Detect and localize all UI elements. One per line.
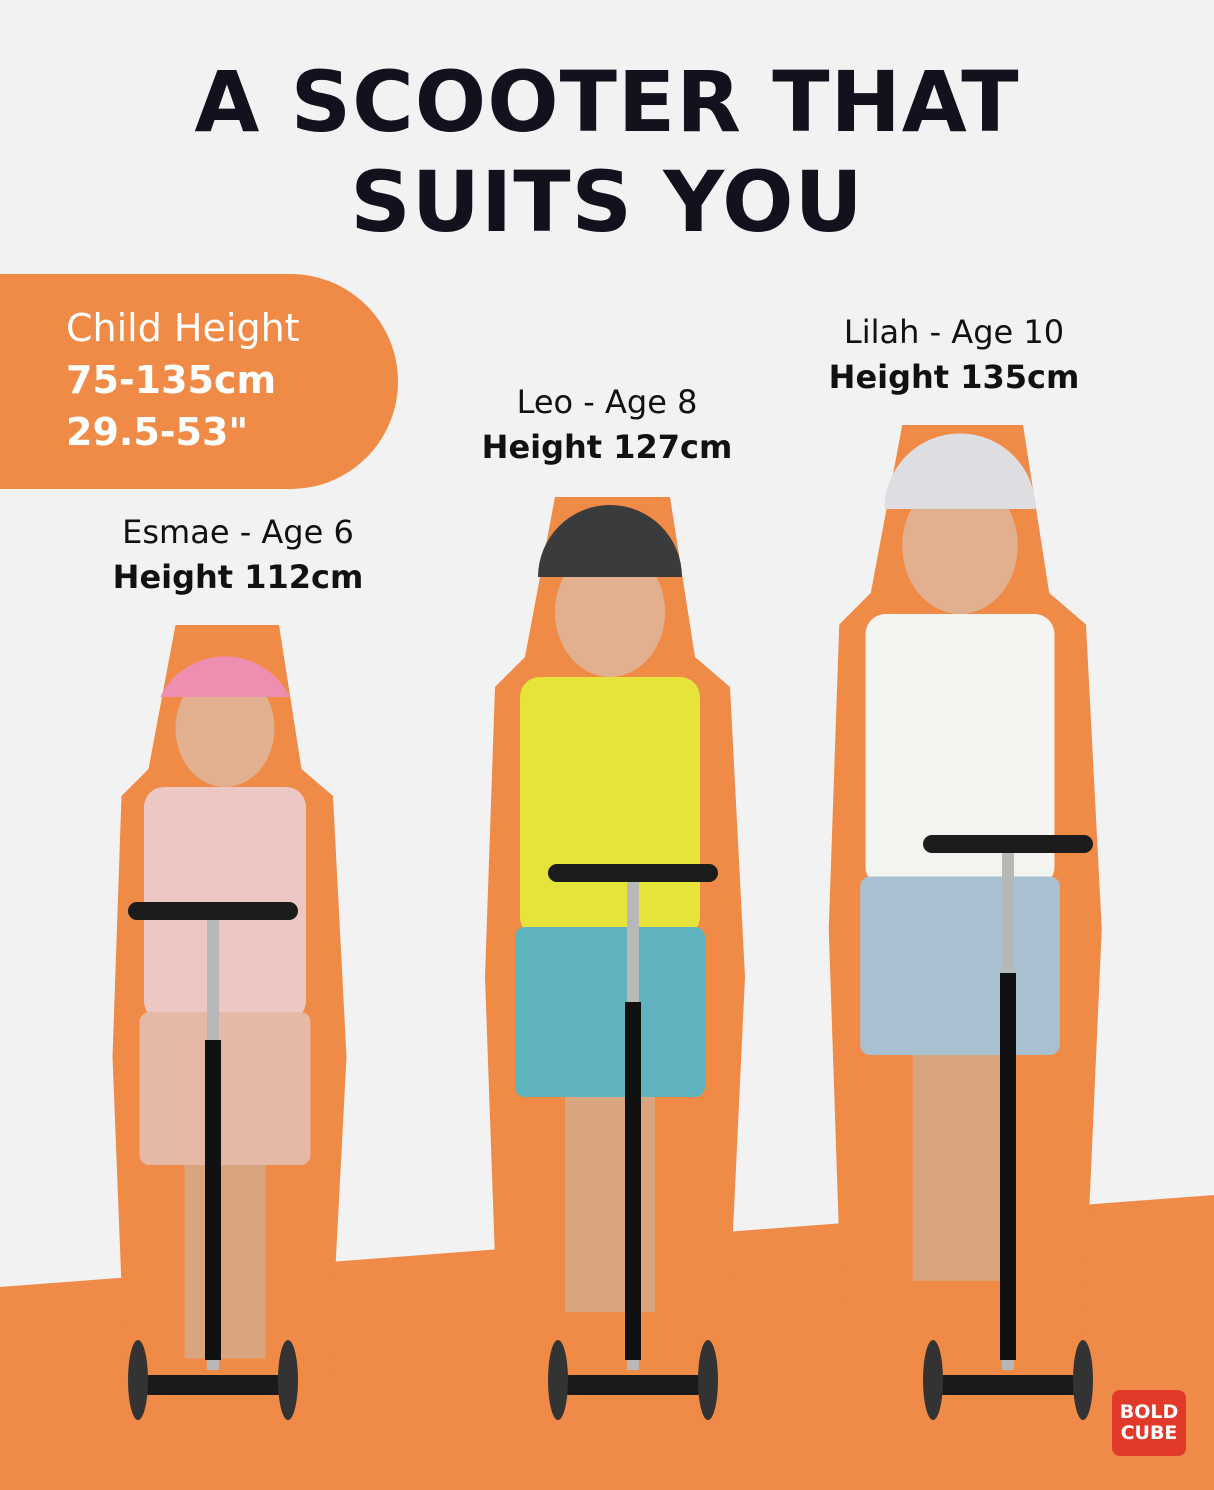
height-range-cm: 75-135cm <box>66 358 277 402</box>
scooter-wheel <box>128 1340 148 1420</box>
child-height: Height 112cm <box>112 558 364 596</box>
scooter-deck <box>143 1375 283 1395</box>
helmet-icon <box>160 656 290 697</box>
helmet-icon <box>884 433 1036 509</box>
scooter-deck <box>938 1375 1078 1395</box>
scooter-stem-lower <box>205 1040 221 1360</box>
height-range-label: Child Height <box>66 306 300 350</box>
child-label-lilah: Lilah - Age 10 Height 135cm <box>804 310 1104 400</box>
face <box>902 477 1018 614</box>
scooter-wheel <box>278 1340 298 1420</box>
child-height: Height 135cm <box>828 358 1080 396</box>
child-label-esmae: Esmae - Age 6 Height 112cm <box>88 510 388 600</box>
scooter-handlebar <box>548 864 718 882</box>
child-figure-lilah <box>828 425 1102 1420</box>
shorts <box>515 927 705 1097</box>
shirt <box>520 677 700 937</box>
scooter-wheel <box>548 1340 568 1420</box>
child-figure-leo <box>485 497 745 1420</box>
scooter-handlebar <box>923 835 1093 853</box>
child-figure-esmae <box>112 625 347 1420</box>
height-range-inches: 29.5-53" <box>66 410 249 454</box>
scooter-handlebar <box>128 902 298 920</box>
child-height: Height 127cm <box>481 428 733 466</box>
scooter-wheel <box>698 1340 718 1420</box>
face <box>175 670 275 787</box>
scooter-wheel <box>923 1340 943 1420</box>
scooter-wheel <box>1073 1340 1093 1420</box>
shorts <box>139 1012 311 1165</box>
shorts <box>860 876 1060 1055</box>
bold-cube-logo: BOLD CUBE <box>1112 1390 1186 1456</box>
height-range-badge: Child Height 75-135cm 29.5-53" <box>0 274 398 489</box>
face <box>555 547 665 677</box>
helmet-icon <box>538 505 682 577</box>
child-name-age: Leo - Age 8 <box>516 383 698 421</box>
scooter-stem-lower <box>625 1002 641 1360</box>
shirt <box>865 614 1055 887</box>
headline-line-2: SUITS YOU <box>350 153 864 251</box>
scooter-stem-lower <box>1000 973 1016 1360</box>
scooter-deck <box>563 1375 703 1395</box>
child-name-age: Lilah - Age 10 <box>843 313 1065 351</box>
headline-line-1: A SCOOTER THAT <box>194 53 1020 151</box>
child-label-leo: Leo - Age 8 Height 127cm <box>457 380 757 470</box>
child-name-age: Esmae - Age 6 <box>122 513 354 551</box>
